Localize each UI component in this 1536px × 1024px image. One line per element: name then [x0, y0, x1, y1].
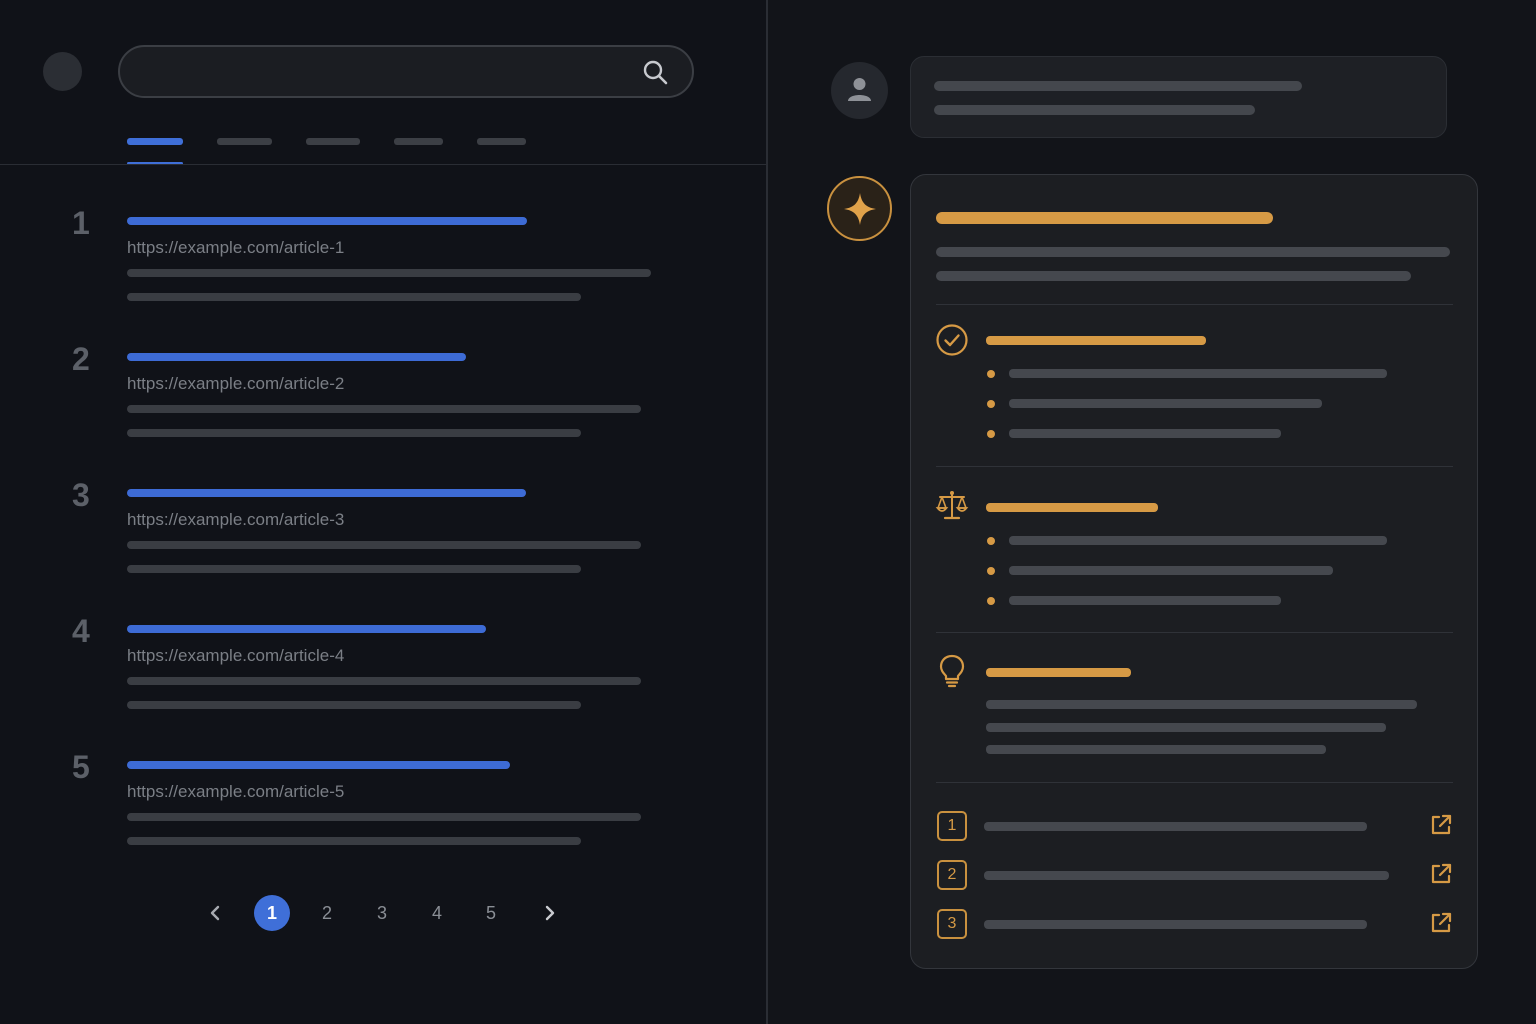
pagination: 1 2 3 4 5	[0, 895, 766, 931]
source-citation-badge[interactable]: 2	[937, 860, 967, 890]
page-button-5[interactable]: 5	[485, 903, 496, 923]
section-divider	[936, 782, 1453, 783]
result-title[interactable]	[127, 761, 510, 769]
tabs-divider	[0, 164, 766, 165]
section-heading	[986, 503, 1158, 512]
search-input[interactable]	[140, 47, 630, 96]
source-citation-badge[interactable]: 3	[937, 909, 967, 939]
result-title[interactable]	[127, 217, 527, 225]
bullet-line	[1009, 596, 1281, 605]
section-heading	[986, 668, 1131, 677]
external-link-icon[interactable]	[1429, 911, 1453, 935]
section-divider	[936, 632, 1453, 633]
tab-4[interactable]	[394, 130, 443, 166]
source-title[interactable]	[984, 822, 1367, 831]
check-circle-icon	[936, 324, 968, 356]
bullet-line	[1009, 566, 1333, 575]
bullet-icon	[987, 430, 995, 438]
tab-all[interactable]	[127, 130, 183, 166]
section-divider	[936, 466, 1453, 467]
user-message-line	[934, 105, 1255, 115]
page-button-4[interactable]: 4	[431, 903, 442, 923]
answer-summary-line	[936, 247, 1450, 257]
result-snippet-line	[127, 701, 581, 709]
bullet-icon	[987, 537, 995, 545]
result-rank: 3	[72, 477, 90, 513]
lightbulb-icon	[939, 654, 965, 688]
search-result[interactable]: 2 https://example.com/article-2	[0, 341, 766, 451]
search-result[interactable]: 5 https://example.com/article-5	[0, 749, 766, 859]
tab-3[interactable]	[306, 130, 360, 166]
page-button-1[interactable]: 1	[254, 895, 290, 931]
result-url[interactable]: https://example.com/article-1	[127, 238, 345, 257]
bullet-icon	[987, 567, 995, 575]
external-link-icon[interactable]	[1429, 813, 1453, 837]
bullet-icon	[987, 370, 995, 378]
user-message-line	[934, 81, 1302, 91]
result-rank: 1	[72, 205, 90, 241]
result-snippet-line	[127, 541, 641, 549]
result-url[interactable]: https://example.com/article-2	[127, 374, 345, 393]
tab-2[interactable]	[217, 130, 272, 166]
external-link-icon[interactable]	[1429, 862, 1453, 886]
user-icon	[848, 78, 871, 101]
answer-title	[936, 212, 1273, 224]
section-heading	[986, 336, 1206, 345]
result-url[interactable]: https://example.com/article-5	[127, 782, 345, 801]
result-snippet-line	[127, 565, 581, 573]
bullet-line	[1009, 429, 1281, 438]
bullet-icon	[987, 400, 995, 408]
user-message	[910, 56, 1447, 138]
assistant-avatar	[827, 176, 892, 241]
bullet-line	[1009, 399, 1322, 408]
search-result[interactable]: 4 https://example.com/article-4	[0, 613, 766, 723]
chevron-left-icon	[210, 905, 220, 921]
bullet-line	[1009, 536, 1387, 545]
answer-summary-line	[936, 271, 1411, 281]
page-button-3[interactable]: 3	[376, 903, 387, 923]
result-title[interactable]	[127, 625, 486, 633]
result-snippet-line	[127, 293, 581, 301]
result-snippet-line	[127, 429, 581, 437]
result-url[interactable]: https://example.com/article-3	[127, 510, 345, 529]
search-bar[interactable]	[118, 45, 694, 98]
search-icon[interactable]	[642, 59, 668, 85]
result-rank: 5	[72, 749, 90, 785]
page-button-2[interactable]: 2	[321, 903, 332, 923]
result-rank: 4	[72, 613, 90, 649]
insight-line	[986, 723, 1386, 732]
result-title[interactable]	[127, 489, 526, 497]
result-url[interactable]: https://example.com/article-4	[127, 646, 345, 665]
scales-icon	[935, 491, 969, 520]
result-tabs	[0, 130, 766, 166]
tab-5[interactable]	[477, 130, 526, 166]
source-citation-badge[interactable]: 1	[937, 811, 967, 841]
result-snippet-line	[127, 837, 581, 845]
previous-page-button[interactable]	[197, 895, 233, 931]
result-title[interactable]	[127, 353, 466, 361]
result-snippet-line	[127, 405, 641, 413]
insight-line	[986, 745, 1326, 754]
search-result[interactable]: 1 https://example.com/article-1	[0, 205, 766, 315]
source-title[interactable]	[984, 871, 1389, 880]
source-title[interactable]	[984, 920, 1367, 929]
search-results-pane: 1 https://example.com/article-1 2 https:…	[0, 0, 766, 1024]
result-snippet-line	[127, 269, 651, 277]
sparkle-icon	[844, 193, 876, 225]
result-snippet-line	[127, 813, 641, 821]
section-divider	[936, 304, 1453, 305]
result-snippet-line	[127, 677, 641, 685]
next-page-button[interactable]	[532, 895, 568, 931]
insight-line	[986, 700, 1417, 709]
pane-divider[interactable]	[766, 0, 768, 1024]
bullet-line	[1009, 369, 1387, 378]
result-rank: 2	[72, 341, 90, 377]
search-result[interactable]: 3 https://example.com/article-3	[0, 477, 766, 587]
assistant-answer-card: 1 2 3	[910, 174, 1478, 969]
user-avatar	[831, 62, 888, 119]
bullet-icon	[987, 597, 995, 605]
chevron-right-icon	[545, 905, 555, 921]
logo[interactable]	[43, 52, 82, 91]
